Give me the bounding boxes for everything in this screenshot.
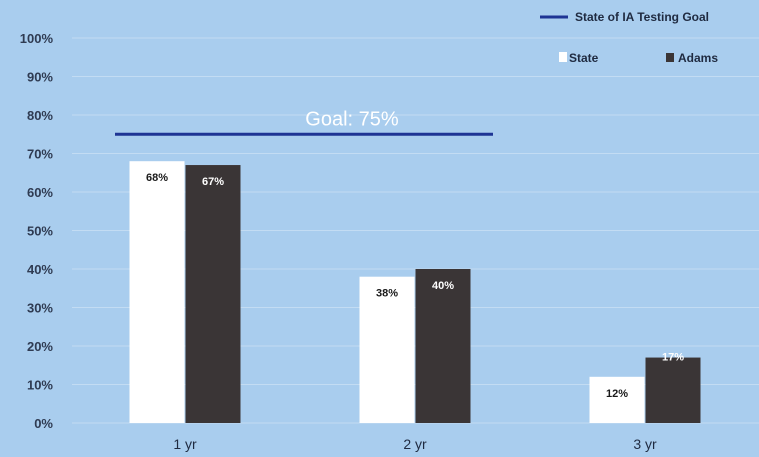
x-tick-label: 3 yr: [633, 436, 657, 452]
bars: [129, 161, 701, 424]
data-label: 67%: [202, 176, 224, 188]
y-tick-label: 80%: [27, 108, 53, 123]
x-axis-tick-labels: 1 yr 2 yr 3 yr: [173, 436, 657, 452]
bar-state-3yr: [589, 376, 645, 423]
legend-state-label: State: [569, 51, 599, 65]
goal-group: Goal: 75%: [115, 108, 493, 136]
y-tick-label: 30%: [27, 301, 53, 316]
legend-adams-label: Adams: [678, 51, 718, 65]
bar-adams-2yr: [415, 269, 471, 423]
data-label: 17%: [662, 352, 684, 364]
data-label: 12%: [606, 388, 628, 400]
data-labels: 68% 67% 38% 40% 12% 17%: [146, 172, 684, 400]
y-tick-label: 0%: [34, 416, 53, 431]
bar-state-1yr: [129, 161, 185, 423]
x-tick-label: 1 yr: [173, 436, 197, 452]
y-tick-label: 100%: [20, 31, 54, 46]
y-tick-label: 10%: [27, 378, 53, 393]
y-tick-label: 20%: [27, 339, 53, 354]
y-tick-label: 60%: [27, 185, 53, 200]
x-tick-label: 2 yr: [403, 436, 427, 452]
legend: State of IA Testing Goal State Adams: [540, 10, 718, 65]
data-label: 38%: [376, 288, 398, 300]
bar-adams-3yr: [645, 357, 701, 423]
legend-goal-label: State of IA Testing Goal: [575, 10, 709, 24]
y-tick-label: 40%: [27, 262, 53, 277]
data-label: 40%: [432, 280, 454, 292]
legend-adams-swatch: [666, 53, 674, 62]
data-label: 68%: [146, 172, 168, 184]
goal-label: Goal: 75%: [305, 108, 399, 130]
y-tick-label: 90%: [27, 70, 53, 85]
y-axis-tick-labels: 0% 10% 20% 30% 40% 50% 60% 70% 80% 90% 100%: [20, 31, 54, 431]
y-tick-label: 50%: [27, 224, 53, 239]
legend-state-swatch: [559, 52, 567, 62]
y-tick-label: 70%: [27, 147, 53, 162]
bar-adams-1yr: [185, 165, 241, 424]
bar-state-2yr: [359, 276, 415, 423]
